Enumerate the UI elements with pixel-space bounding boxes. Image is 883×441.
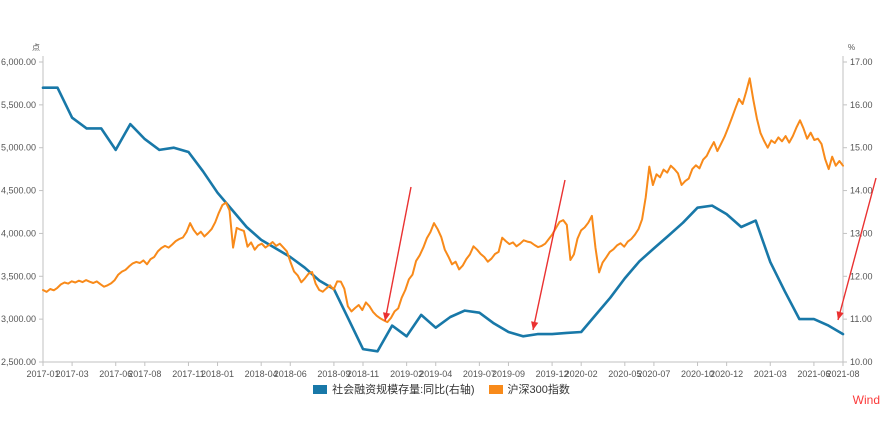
chart-legend: 社会融资规模存量:同比(右轴) 沪深300指数 xyxy=(0,381,883,397)
x-axis-tick-label: 2019-02 xyxy=(390,369,423,379)
x-axis-tick-label: 2019-07 xyxy=(463,369,496,379)
left-axis-tick-label: 5,500.00 xyxy=(1,100,36,110)
right-axis-tick-label: 14.00 xyxy=(850,186,873,196)
right-axis-tick-label: 15.00 xyxy=(850,143,873,153)
annotation-arrow-line xyxy=(532,179,566,331)
legend-label-csi300: 沪深300指数 xyxy=(507,384,570,396)
x-axis-tick-label: 2017-06 xyxy=(99,369,132,379)
right-axis-tick-label: 16.00 xyxy=(850,100,873,110)
x-axis-tick-label: 2017-03 xyxy=(56,369,89,379)
annotation-arrow-line xyxy=(384,186,412,322)
legend-item-csi300[interactable]: 沪深300指数 xyxy=(488,381,570,397)
x-axis-tick-label: 2018-11 xyxy=(347,369,379,379)
annotation-arrow-head xyxy=(836,311,844,320)
annotation-arrow-head xyxy=(531,321,539,330)
annotation-arrow-head xyxy=(383,312,391,321)
x-axis-tick-label: 2021-06 xyxy=(797,369,830,379)
left-axis-unit: 点 xyxy=(32,43,40,52)
legend-swatch-blue xyxy=(313,384,328,394)
x-axis-tick-label: 2020-12 xyxy=(710,369,743,379)
series-social-financing-line xyxy=(41,86,845,353)
x-axis-tick-label: 2021-03 xyxy=(754,369,787,379)
x-axis-tick-label: 2019-09 xyxy=(492,369,525,379)
left-axis-tick-label: 3,500.00 xyxy=(1,271,36,281)
wind-watermark: Wind xyxy=(852,393,880,407)
right-axis-tick-label: 11.00 xyxy=(850,314,872,324)
right-axis-tick-label: 10.00 xyxy=(850,357,873,367)
left-axis-tick-label: 3,000.00 xyxy=(1,314,36,324)
left-axis-tick-label: 2,500.00 xyxy=(1,357,36,367)
x-axis-tick-label: 2018-01 xyxy=(201,369,234,379)
x-axis-tick-label: 2020-05 xyxy=(608,369,641,379)
right-axis-unit: % xyxy=(848,43,855,52)
x-axis-tick-label: 2018-09 xyxy=(317,369,350,379)
x-axis-tick-label: 2017-01 xyxy=(26,369,59,379)
right-axis-tick-label: 12.00 xyxy=(850,271,873,281)
series-csi300-line xyxy=(42,77,844,324)
legend-swatch-orange xyxy=(488,384,503,394)
left-axis-tick-label: 5,000.00 xyxy=(1,143,36,153)
x-axis-tick-label: 2020-02 xyxy=(565,369,598,379)
annotation-arrow-line xyxy=(837,177,877,321)
x-axis-tick-label: 2018-04 xyxy=(245,369,278,379)
x-axis-tick-label: 2020-10 xyxy=(681,369,714,379)
left-axis-tick-label: 6,000.00 xyxy=(1,57,36,67)
x-axis-tick-label: 2021-08 xyxy=(826,369,859,379)
legend-item-social-financing[interactable]: 社会融资规模存量:同比(右轴) xyxy=(313,381,475,397)
legend-label-social-financing: 社会融资规模存量:同比(右轴) xyxy=(332,384,475,396)
x-axis-tick-label: 2017-08 xyxy=(128,369,161,379)
x-axis-tick-label: 2019-04 xyxy=(419,369,452,379)
x-axis-tick-label: 2017-11 xyxy=(172,369,204,379)
x-axis-tick-label: 2019-12 xyxy=(536,369,569,379)
right-axis-tick-label: 17.00 xyxy=(850,57,873,67)
left-axis-tick-label: 4,500.00 xyxy=(1,186,36,196)
x-axis-tick-label: 2018-06 xyxy=(274,369,307,379)
x-axis-tick-label: 2020-07 xyxy=(637,369,670,379)
left-axis-tick-label: 4,000.00 xyxy=(1,228,36,238)
